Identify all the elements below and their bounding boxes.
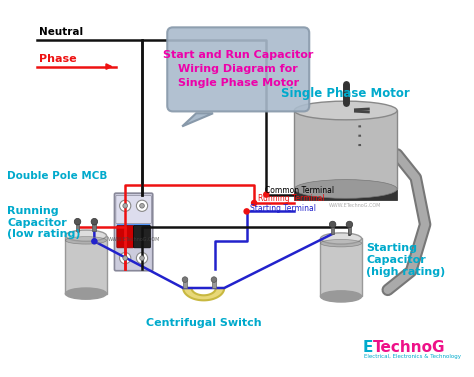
Text: WWW.ETechnoG.COM: WWW.ETechnoG.COM: [108, 237, 160, 242]
FancyBboxPatch shape: [114, 193, 153, 271]
FancyBboxPatch shape: [65, 236, 107, 294]
FancyBboxPatch shape: [116, 196, 151, 224]
Bar: [331, 224, 335, 234]
Ellipse shape: [65, 237, 107, 244]
Bar: [76, 222, 80, 231]
Circle shape: [251, 200, 257, 206]
Ellipse shape: [294, 101, 397, 120]
Circle shape: [140, 256, 145, 261]
Circle shape: [137, 253, 147, 264]
Text: Electrical, Electronics & Technology: Electrical, Electronics & Technology: [365, 354, 461, 359]
Bar: [294, 189, 397, 200]
Circle shape: [137, 200, 147, 211]
Bar: [117, 224, 150, 230]
Bar: [182, 280, 187, 288]
Ellipse shape: [65, 288, 107, 299]
Circle shape: [182, 277, 188, 282]
Text: E: E: [363, 340, 373, 355]
Text: Starting
Capacitor
(high rating): Starting Capacitor (high rating): [366, 244, 446, 277]
Text: Common Terminal: Common Terminal: [265, 186, 335, 195]
Text: Start and Run Capacitor
Wiring Diagram for
Single Phase Motor: Start and Run Capacitor Wiring Diagram f…: [163, 51, 313, 88]
Text: Running
Capacitor
(low rating): Running Capacitor (low rating): [8, 206, 81, 239]
Ellipse shape: [320, 291, 362, 302]
Circle shape: [91, 238, 98, 245]
FancyBboxPatch shape: [167, 27, 309, 112]
Circle shape: [119, 200, 131, 211]
Text: TechnoG: TechnoG: [373, 340, 445, 355]
Circle shape: [123, 256, 128, 261]
Text: Double Pole MCB: Double Pole MCB: [8, 171, 108, 181]
Text: WWW.ETechnoG.COM: WWW.ETechnoG.COM: [329, 203, 381, 208]
Ellipse shape: [320, 233, 362, 244]
Polygon shape: [182, 113, 213, 126]
Text: Single Phase Motor: Single Phase Motor: [282, 87, 410, 100]
Circle shape: [329, 221, 336, 228]
Circle shape: [119, 253, 131, 264]
Circle shape: [263, 191, 270, 198]
Ellipse shape: [65, 230, 107, 241]
FancyBboxPatch shape: [117, 225, 134, 248]
Text: Phase: Phase: [39, 54, 77, 64]
Circle shape: [243, 208, 250, 215]
Circle shape: [211, 277, 217, 282]
Bar: [211, 280, 216, 288]
FancyBboxPatch shape: [320, 239, 362, 296]
Text: Starting Terminal: Starting Terminal: [250, 204, 317, 213]
Text: Centrifugal Switch: Centrifugal Switch: [146, 317, 262, 328]
Ellipse shape: [320, 239, 362, 247]
FancyBboxPatch shape: [134, 225, 150, 248]
Circle shape: [74, 218, 81, 225]
Text: Neutral: Neutral: [39, 27, 83, 37]
Bar: [294, 110, 397, 189]
Polygon shape: [183, 288, 224, 300]
Circle shape: [346, 221, 353, 228]
Bar: [92, 222, 96, 231]
Ellipse shape: [294, 179, 397, 198]
Bar: [347, 224, 351, 234]
Text: Running Terminal: Running Terminal: [258, 194, 325, 203]
Circle shape: [140, 204, 145, 208]
Circle shape: [123, 204, 128, 208]
Circle shape: [91, 218, 98, 225]
